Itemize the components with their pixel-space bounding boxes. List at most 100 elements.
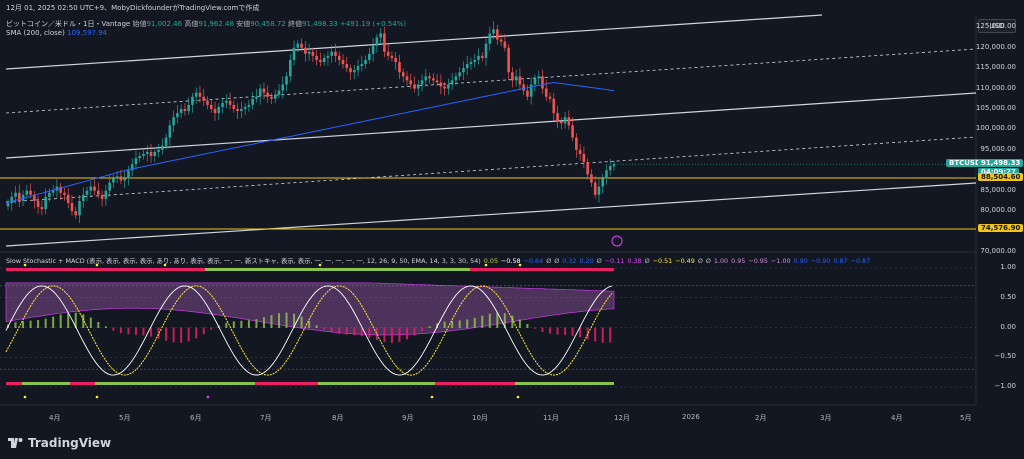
sma-legend[interactable]: SMA (200, close) 109,597.94 <box>6 29 107 37</box>
candle-body <box>243 106 247 109</box>
macd-histogram-bar <box>345 327 348 335</box>
signal-strip-bottom <box>255 382 318 385</box>
candle-body <box>307 51 311 54</box>
macd-histogram-bar <box>232 321 235 328</box>
candle-body <box>44 196 47 210</box>
macd-histogram-bar <box>225 322 228 328</box>
candle-body <box>601 178 605 187</box>
signal-strip-bottom <box>318 382 435 385</box>
candle-body <box>145 151 149 154</box>
candle-body <box>81 194 85 201</box>
candle-body <box>40 207 44 210</box>
candle-body <box>108 182 111 191</box>
time-tick-label: 12月 <box>614 414 630 422</box>
macd-histogram-bar <box>526 323 529 328</box>
macd-histogram-bar <box>165 327 168 341</box>
signal-dot <box>518 263 522 267</box>
candle-body <box>571 125 574 138</box>
candle-body <box>187 104 190 112</box>
macd-histogram-bar <box>37 319 40 328</box>
candle-body <box>326 55 330 58</box>
candle-body <box>119 176 123 181</box>
candle-body <box>368 53 371 60</box>
candle-body <box>179 108 183 114</box>
open-label: 始値 <box>132 20 147 28</box>
candle-body <box>213 108 217 114</box>
candle-body <box>394 57 397 62</box>
indicator-value: −0.51 <box>652 257 673 265</box>
candle-body <box>492 29 495 34</box>
macd-histogram-bar <box>278 313 281 328</box>
price-tick-label: 125,000.00 <box>975 22 1016 31</box>
macd-histogram-bar <box>127 327 130 335</box>
macd-histogram-bar <box>172 327 175 343</box>
price-tick-label: 95,000.00 <box>980 144 1016 153</box>
change-value: +491.19 (+0.54%) <box>339 20 407 28</box>
signal-dot <box>206 395 210 399</box>
candle-body <box>138 155 142 159</box>
candle-body <box>14 192 17 197</box>
price-tick-label: 80,000.00 <box>980 206 1016 215</box>
macd-histogram-bar <box>247 320 250 328</box>
indicator-value: Ø <box>697 257 703 265</box>
candle-body <box>157 149 160 152</box>
tradingview-logo-icon <box>8 438 23 448</box>
currency-button[interactable]: USD <box>978 19 1016 33</box>
signal-strip-bottom <box>70 382 95 385</box>
signal-dot <box>516 395 520 399</box>
time-tick-label: 2026 <box>682 413 700 421</box>
macd-histogram-bar <box>44 318 47 328</box>
macd-histogram-bar <box>564 327 567 336</box>
signal-dot <box>95 395 99 399</box>
candle-body <box>164 137 168 146</box>
candle-body <box>270 96 273 99</box>
candle-body <box>560 121 563 124</box>
candle-body <box>292 47 296 60</box>
macd-histogram-bar <box>368 327 371 338</box>
candle-body <box>428 76 431 79</box>
indicator-value: 0.87 <box>833 257 848 265</box>
symbol-name[interactable]: ビットコイン／米ドル・1日・Vantage <box>6 20 131 28</box>
price-tick-label: 120,000.00 <box>975 42 1016 51</box>
time-tick-label: 4月 <box>891 414 903 422</box>
indicator-value: Ø <box>596 257 602 265</box>
macd-histogram-bar <box>473 317 476 328</box>
indicator-values: 0.05 −0.58 −0.64 Ø Ø 0.32 0.20 Ø −0.11 0.38 Ø −0.51… <box>481 257 870 265</box>
signal-dot <box>23 395 27 399</box>
indicator-legend[interactable]: Slow Stochastic + MACD (表示, 表示, 表示, 表示, … <box>6 256 870 265</box>
indicator-tick-label: 0.00 <box>1000 322 1016 331</box>
macd-histogram-bar <box>458 320 461 328</box>
signal-strip-bottom <box>6 382 22 385</box>
candle-body <box>281 84 285 91</box>
macd-histogram-bar <box>202 327 205 335</box>
macd-histogram-bar <box>413 327 416 336</box>
time-tick-label: 4月 <box>49 414 61 422</box>
signal-dot <box>430 395 434 399</box>
candle-body <box>240 108 243 112</box>
macd-histogram-bar <box>323 327 326 330</box>
tradingview-logo: TradingView <box>8 436 111 450</box>
candle-body <box>420 80 424 85</box>
signal-dot <box>95 263 99 267</box>
macd-histogram-bar <box>421 327 424 331</box>
candle-body <box>349 68 352 73</box>
time-tick-label: 2月 <box>755 414 767 422</box>
signal-dot <box>23 263 27 267</box>
macd-histogram-bar <box>112 327 115 331</box>
candle-body <box>496 29 499 40</box>
candle-body <box>123 178 126 181</box>
indicator-value: 0.38 <box>627 257 642 265</box>
candle-body <box>285 76 288 85</box>
candle-body <box>424 76 428 81</box>
candle-body <box>575 137 578 150</box>
macd-histogram-bar <box>270 315 273 328</box>
indicator-value: Ø <box>546 257 552 265</box>
candle-body <box>541 76 544 89</box>
candle-body <box>593 182 597 195</box>
macd-histogram-bar <box>59 314 62 328</box>
candle-body <box>202 96 206 101</box>
candle-body <box>232 104 236 109</box>
candle-body <box>33 194 36 201</box>
